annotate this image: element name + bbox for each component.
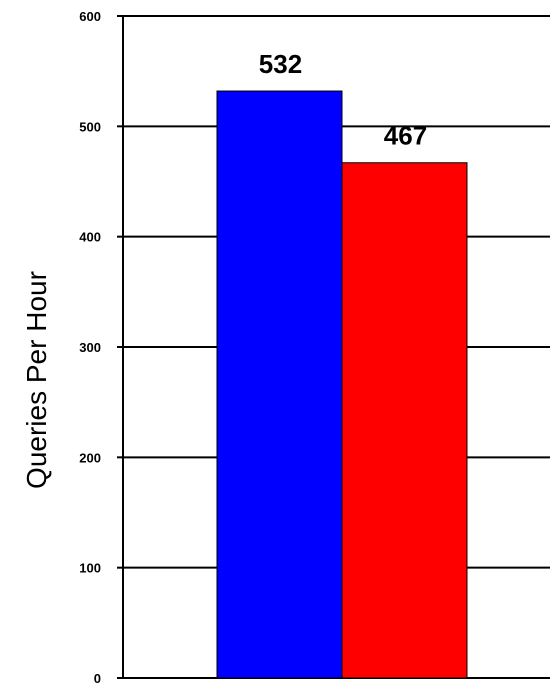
y-tick-label-200: 200 (79, 450, 101, 465)
data-label-1: 532 (259, 49, 302, 79)
bar-1 (216, 90, 343, 679)
y-tick-label-500: 500 (79, 119, 101, 134)
y-tick-label-400: 400 (79, 230, 101, 245)
y-tick-label-100: 100 (79, 561, 101, 576)
y-tick-label-300: 300 (79, 340, 101, 355)
data-label-2: 467 (384, 121, 427, 151)
y-axis-title: Queries Per Hour (21, 271, 52, 489)
y-tick-label-0: 0 (94, 671, 101, 683)
y-axis: 0 100 200 300 400 500 600 (79, 9, 124, 683)
bar-2 (341, 162, 468, 679)
bars (216, 90, 468, 679)
y-tick-label-600: 600 (79, 9, 101, 24)
data-labels: 532 467 (259, 49, 427, 151)
